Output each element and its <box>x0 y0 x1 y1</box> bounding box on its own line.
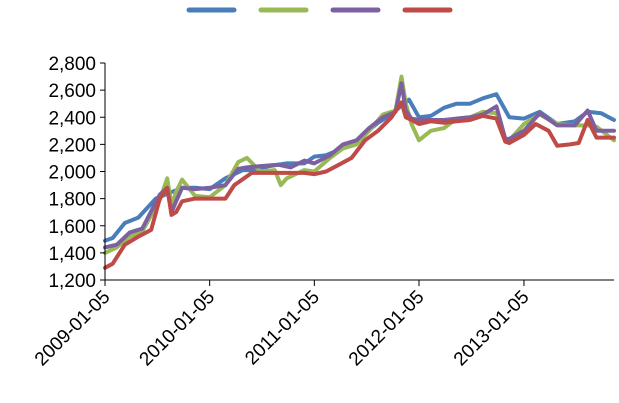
y-tick-label: 1,200 <box>48 271 96 292</box>
x-tick-label: 2010-01-05 <box>136 287 220 371</box>
y-tick-label: 1,800 <box>48 190 96 211</box>
y-tick-label: 2,800 <box>48 54 96 75</box>
y-tick-label: 1,600 <box>48 217 96 238</box>
y-tick-label: 1,400 <box>48 244 96 265</box>
series-group <box>103 74 616 270</box>
series-line-3 <box>103 81 616 250</box>
y-axis-ticks: 1,200 1,400 1,600 1,800 2,000 2,200 2,400 2,600… <box>48 54 105 292</box>
y-tick-label: 2,400 <box>48 108 96 129</box>
x-tick-label: 2012-01-05 <box>345 287 429 371</box>
x-tick-label: 2009-01-05 <box>31 287 115 371</box>
x-tick-label: 2011-01-05 <box>241 287 324 370</box>
x-axis-ticks: 2009-01-05 2010-01-05 2011-01-05 2012-01-05… <box>31 280 534 371</box>
series-line-2 <box>103 74 616 255</box>
y-tick-label: 2,000 <box>48 163 96 184</box>
series-line-4 <box>103 100 616 270</box>
y-tick-label: 2,600 <box>48 81 96 102</box>
y-tick-label: 2,200 <box>48 135 96 156</box>
x-tick-label: 2013-01-05 <box>450 287 534 371</box>
